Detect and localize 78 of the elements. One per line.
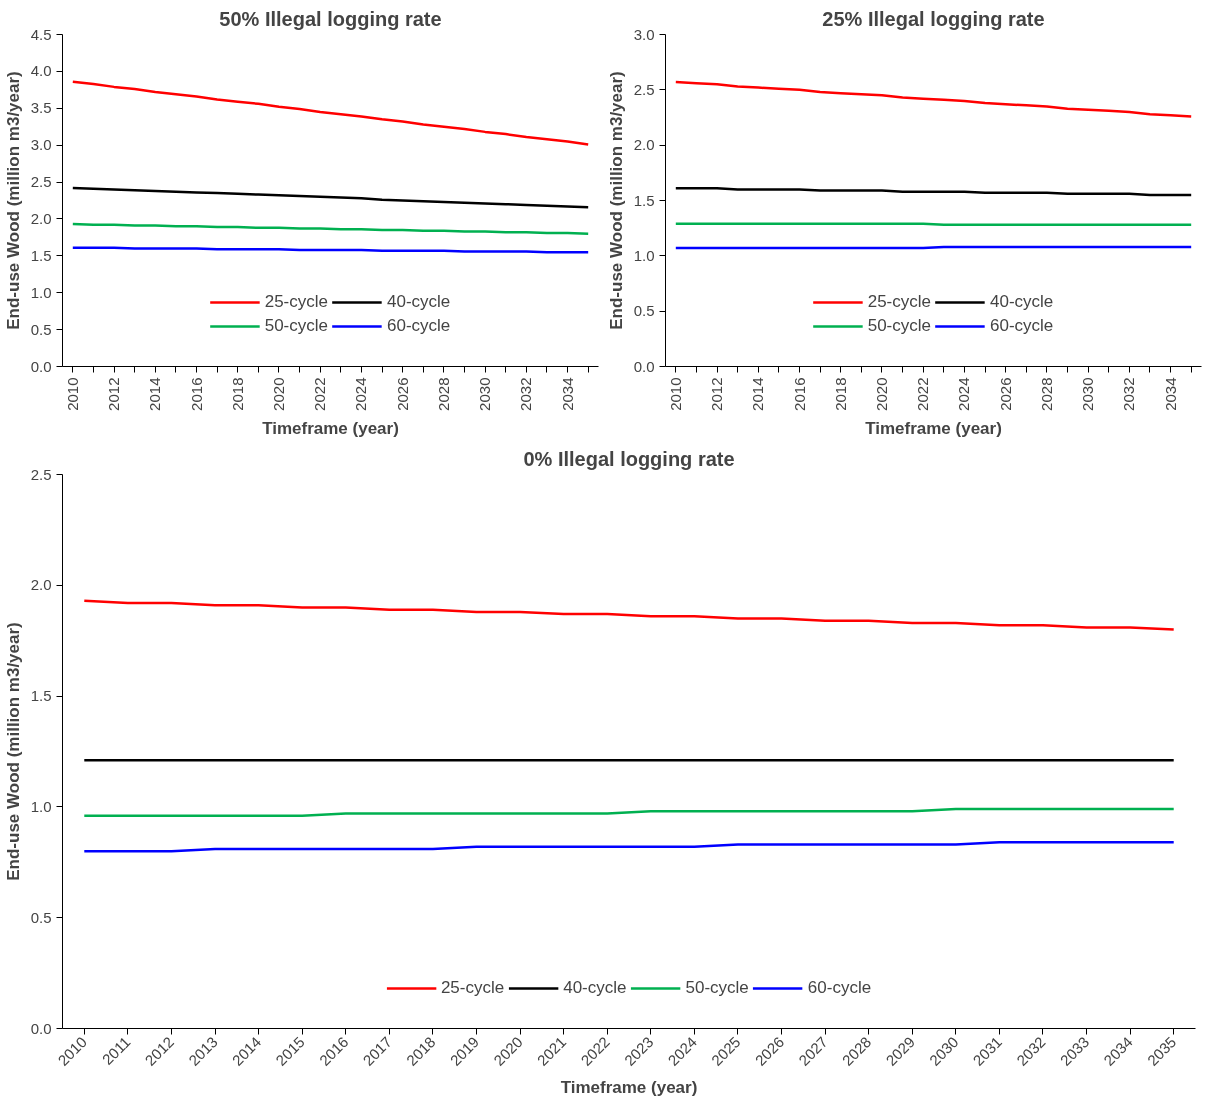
x-tick-label: 2022	[914, 377, 932, 411]
line-series	[674, 80, 1193, 118]
x-tick-label: 2012	[105, 377, 123, 411]
legend-label: 50-cycle	[867, 316, 931, 336]
y-tick-label: 1.0	[633, 246, 655, 264]
legend-label: 60-cycle	[807, 978, 872, 998]
line-series	[83, 807, 1175, 818]
legend-label: 50-cycle	[264, 316, 328, 336]
x-tick-label: 2010	[666, 377, 684, 411]
legend-label: 50-cycle	[685, 978, 749, 998]
x-tick-label: 2020	[872, 377, 890, 411]
line-series	[83, 599, 1175, 631]
x-tick-label: 2020	[269, 377, 287, 411]
x-tick-label: 2012	[708, 377, 726, 411]
y-tick-label: 0.5	[30, 908, 52, 926]
x-tick-label: 2028	[1037, 377, 1055, 411]
y-tick-label: 0.5	[30, 320, 52, 338]
y-tick-label: 1.0	[30, 797, 52, 815]
y-tick-label: 0.0	[30, 357, 52, 375]
y-tick-label: 1.5	[30, 246, 52, 264]
chart-title: 0% Illegal logging rate	[523, 447, 735, 470]
x-tick-label: 2026	[996, 377, 1014, 411]
y-tick-label: 3.5	[30, 99, 52, 117]
y-tick-label: 2.5	[633, 80, 655, 98]
x-tick-label: 2024	[352, 377, 370, 411]
y-tick-label: 1.5	[633, 191, 655, 209]
x-axis-title: Timeframe (year)	[560, 1078, 698, 1098]
x-tick-label: 2014	[146, 377, 164, 411]
y-axis-title: End-use Wood (million m3/year)	[606, 71, 626, 330]
y-tick-label: 4.0	[30, 62, 52, 80]
y-tick-label: 2.0	[633, 136, 655, 154]
line-series	[71, 222, 590, 235]
y-tick-label: 4.5	[30, 25, 52, 43]
line-series	[83, 841, 1175, 853]
x-tick-label: 2026	[393, 377, 411, 411]
x-tick-label: 2030	[1079, 377, 1097, 411]
x-axis-title: Timeframe (year)	[262, 418, 399, 438]
legend-label: 25-cycle	[440, 978, 505, 998]
x-tick-label: 2018	[228, 377, 246, 411]
legend-label: 40-cycle	[990, 292, 1054, 312]
legend-label: 25-cycle	[264, 292, 328, 312]
x-tick-label: 2030	[476, 377, 494, 411]
x-tick-label: 2034	[1161, 377, 1179, 411]
y-axis-title: End-use Wood (million m3/year)	[3, 622, 23, 881]
x-tick-label: 2032	[1120, 377, 1138, 411]
x-tick-label: 2016	[790, 377, 808, 411]
y-tick-label: 0.5	[633, 302, 655, 320]
y-tick-label: 0.0	[30, 1019, 52, 1037]
x-tick-label: 2032	[517, 377, 535, 411]
y-tick-label: 3.0	[30, 136, 52, 154]
y-tick-label: 2.0	[30, 576, 52, 594]
y-tick-label: 1.0	[30, 283, 52, 301]
chart-title: 50% Illegal logging rate	[219, 7, 442, 30]
y-axis-title: End-use Wood (million m3/year)	[3, 71, 23, 330]
x-tick-label: 2010	[63, 377, 81, 411]
line-series	[71, 80, 590, 146]
y-tick-label: 1.5	[30, 687, 52, 705]
legend-label: 25-cycle	[867, 292, 931, 312]
x-tick-label: 2018	[831, 377, 849, 411]
chart-title: 25% Illegal logging rate	[822, 7, 1045, 30]
y-tick-label: 2.0	[30, 209, 52, 227]
y-tick-label: 2.5	[30, 173, 52, 191]
x-tick-label: 2016	[187, 377, 205, 411]
y-tick-label: 2.5	[30, 465, 52, 483]
x-tick-label: 2034	[558, 377, 576, 411]
x-tick-label: 2014	[749, 377, 767, 411]
y-tick-label: 3.0	[633, 25, 655, 43]
legend-label: 60-cycle	[387, 316, 451, 336]
x-axis-title: Timeframe (year)	[865, 418, 1002, 438]
x-tick-label: 2028	[434, 377, 452, 411]
legend-label: 60-cycle	[990, 316, 1054, 336]
x-tick-label: 2022	[311, 377, 329, 411]
y-tick-label: 0.0	[633, 357, 655, 375]
line-series	[674, 187, 1193, 197]
x-tick-label: 2024	[955, 377, 973, 411]
legend-label: 40-cycle	[387, 292, 451, 312]
legend-label: 40-cycle	[563, 978, 627, 998]
line-series	[71, 186, 590, 209]
